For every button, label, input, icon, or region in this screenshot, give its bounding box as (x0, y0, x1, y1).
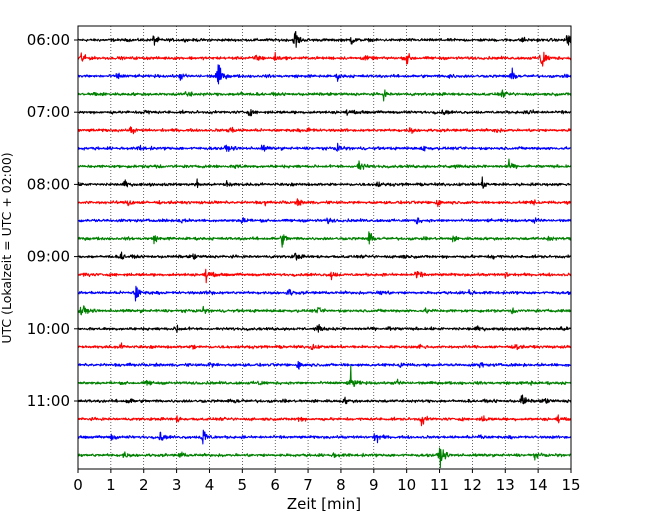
x-tick-label: 12 (463, 476, 482, 494)
trace-0615 (77, 51, 572, 67)
x-tick-label: 4 (205, 476, 215, 494)
trace-0845 (77, 231, 572, 248)
y-tick-label: 11:00 (27, 392, 70, 410)
grid-lines (110, 26, 539, 469)
trace-0945 (77, 305, 572, 316)
trace-1045 (77, 365, 572, 388)
x-tick-label: 8 (336, 476, 346, 494)
trace-0700 (77, 109, 572, 117)
trace-0815 (77, 198, 572, 208)
x-axis: 0 1 2 3 4 5 6 7 8 9 10 11 12 13 14 15 (73, 469, 581, 494)
x-tick-label: 9 (369, 476, 379, 494)
trace-0645 (77, 89, 572, 102)
trace-0630 (77, 64, 572, 85)
y-axis: 06:00 07:00 08:00 09:00 10:00 11:00 (27, 31, 78, 410)
trace-1030 (77, 360, 572, 370)
trace-0715 (77, 126, 572, 135)
x-tick-label: 7 (303, 476, 313, 494)
y-axis-title: UTC (Lokalzeit = UTC + 02:00) (0, 152, 14, 343)
x-tick-label: 10 (397, 476, 416, 494)
trace-1000 (77, 323, 572, 333)
x-axis-title: Zeit [min] (287, 495, 361, 513)
traces (77, 30, 572, 469)
x-tick-label: 15 (561, 476, 580, 494)
y-tick-label: 09:00 (27, 248, 70, 266)
x-tick-label: 14 (529, 476, 548, 494)
x-tick-label: 5 (238, 476, 248, 494)
trace-1100 (77, 394, 572, 405)
y-tick-label: 07:00 (27, 103, 70, 121)
x-tick-label: 2 (139, 476, 149, 494)
y-tick-label: 06:00 (27, 31, 70, 49)
x-tick-label: 0 (73, 476, 83, 494)
trace-1130 (77, 429, 572, 445)
trace-0730 (77, 142, 572, 152)
plot-frame (77, 25, 572, 470)
x-tick-label: 1 (106, 476, 116, 494)
x-tick-label: 3 (172, 476, 182, 494)
y-tick-label: 08:00 (27, 175, 70, 193)
x-tick-label: 6 (270, 476, 280, 494)
trace-0745 (77, 158, 572, 170)
trace-0930 (77, 285, 572, 302)
trace-0600 (77, 30, 572, 48)
y-tick-label: 10:00 (27, 320, 70, 338)
trace-0900 (77, 251, 572, 261)
trace-1145 (77, 447, 572, 469)
trace-1115 (77, 414, 572, 427)
x-tick-label: 11 (430, 476, 449, 494)
trace-1015 (77, 342, 572, 351)
trace-0915 (77, 268, 572, 284)
trace-0830 (77, 217, 572, 225)
trace-0800 (77, 176, 572, 189)
x-tick-label: 13 (496, 476, 515, 494)
